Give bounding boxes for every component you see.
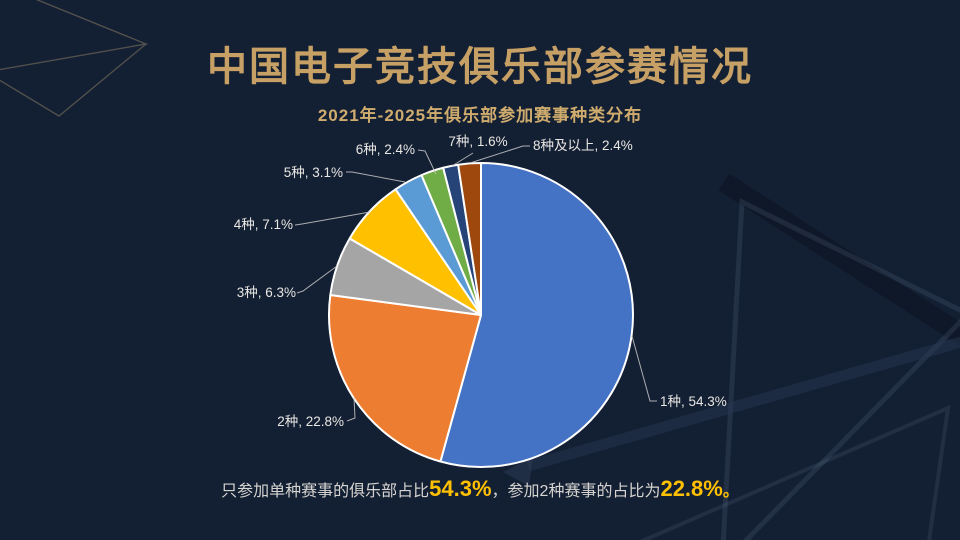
pie-label-3种: 3种, 6.3% bbox=[237, 285, 296, 300]
leader-line-8种及以上 bbox=[469, 145, 530, 164]
note-highlight-value: 54.3% bbox=[429, 476, 492, 501]
leader-line-3种 bbox=[296, 265, 338, 294]
pie-label-4种: 4种, 7.1% bbox=[234, 217, 293, 232]
leader-line-7种 bbox=[451, 152, 474, 167]
pie-slice-8种及以上 bbox=[457, 161, 482, 316]
note-period: 。 bbox=[722, 483, 739, 500]
slide-title: 中国电子竞技俱乐部参赛情况 bbox=[207, 45, 753, 89]
pie-label-2种: 2种, 22.8% bbox=[277, 414, 344, 429]
deco-arrow-shaft bbox=[526, 336, 960, 472]
pie-label-7种: 7种, 1.6% bbox=[448, 134, 507, 149]
deco-shadow-band bbox=[718, 173, 960, 346]
leader-line-2种 bbox=[346, 397, 356, 422]
pie-label-8种及以上: 8种及以上, 2.4% bbox=[533, 138, 633, 153]
deco-triangle-right bbox=[720, 198, 960, 540]
leader-line-6种 bbox=[417, 149, 437, 175]
deco-arrow-head bbox=[503, 457, 533, 486]
note-highlight-value: 22.8% bbox=[660, 476, 723, 501]
pie-label-5种: 5种, 3.1% bbox=[284, 165, 343, 180]
note-text: ，参加2种赛事的占比为 bbox=[491, 483, 661, 500]
leader-line-1种 bbox=[631, 335, 657, 402]
chart-title: 2021年-2025年俱乐部参加赛事种类分布 bbox=[317, 106, 643, 125]
deco-triangles-topleft bbox=[0, 0, 149, 117]
leader-line-5种 bbox=[346, 171, 406, 183]
pie-slice-1种 bbox=[439, 162, 634, 468]
summary-note: 只参加单种赛事的俱乐部占比54.3%，参加2种赛事的占比为22.8%。 bbox=[0, 476, 960, 502]
leader-line-4种 bbox=[294, 211, 371, 226]
deco-lines-bottomright bbox=[639, 404, 951, 540]
pie-label-6种: 6种, 2.4% bbox=[356, 142, 415, 157]
pie-label-1种: 1种, 54.3% bbox=[660, 394, 727, 409]
note-text: 只参加单种赛事的俱乐部占比 bbox=[221, 483, 430, 500]
